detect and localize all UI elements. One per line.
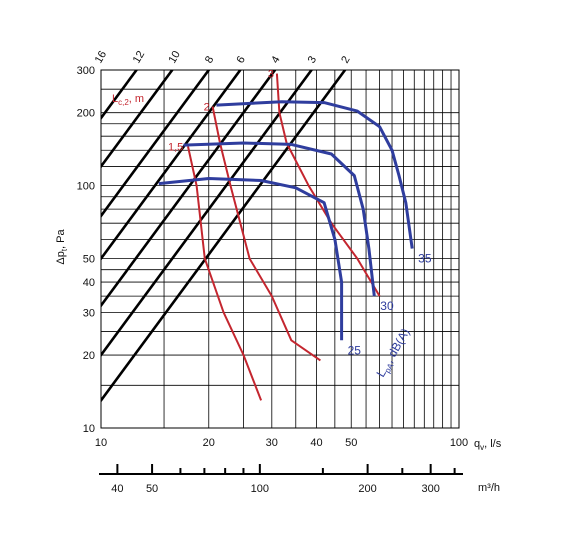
throw-label: Lc,2, m [112,93,144,107]
y-tick-label-50: 50 [83,254,95,266]
m3h-tick-label-40: 40 [111,483,123,495]
x-tick-label-50: 50 [345,437,357,449]
sound-curve-label-35: 35 [418,252,432,266]
sound-curve-label-30: 30 [380,299,394,313]
y-tick-label-10: 10 [83,423,95,435]
m3h-axis: 40 50 100 200 300 [99,464,463,495]
diagonal-line-2 [101,70,347,403]
sound-curves [158,100,414,341]
m3h-tick-label-200: 200 [358,483,376,495]
y-axis-label: Δpt, Pa [55,228,69,264]
y-tick-label-200: 200 [77,108,95,120]
y-tick-labels: 10 20 30 40 50 100 200 300 [77,65,95,435]
diagonal-label-10: 10 [166,49,183,66]
y-tick-label-40: 40 [83,277,95,289]
sound-curve-30 [183,141,376,297]
y-tick-label-20: 20 [83,350,95,362]
sound-curve-35 [216,100,414,249]
y-tick-label-30: 30 [83,307,95,319]
m3h-tick-label-300: 300 [421,483,439,495]
x-tick-label-40: 40 [310,437,322,449]
x-axis-label: qv, l/s [474,438,502,452]
curve-labels: 1,5 2 3 25 30 35 [168,69,432,358]
x-tick-labels: 10 20 30 40 50 100 [95,437,468,449]
diagonal-label-4: 4 [269,54,282,65]
diagonal-labels: 2 3 4 6 8 10 12 16 [93,49,353,66]
sound-curve-label-25: 25 [348,343,362,357]
throw-curve-label-3: 3 [268,69,274,81]
plot-frame [100,69,460,429]
x-tick-label-20: 20 [203,437,215,449]
x-tick-label-10: 10 [95,437,107,449]
diagonal-label-2: 2 [339,54,352,65]
diagonal-label-8: 8 [203,54,216,65]
throw-curve-label-2: 2 [204,102,210,114]
x-tick-label-100: 100 [450,437,468,449]
diagonal-label-6: 6 [234,54,247,65]
diagonal-label-3: 3 [306,54,319,65]
diagonal-label-12: 12 [131,49,148,66]
m3h-tick-label-50: 50 [146,483,158,495]
diagonal-label-16: 16 [93,49,110,66]
y-tick-label-100: 100 [77,181,95,193]
sound-curve-25 [158,177,344,341]
m3h-tick-label-100: 100 [251,483,269,495]
throw-curve-3 [275,73,381,297]
throw-curve-label-1-5: 1,5 [168,142,183,154]
m3h-axis-label: m³/h [478,482,500,494]
plot-background [101,70,459,428]
y-tick-label-300: 300 [77,65,95,77]
x-tick-label-30: 30 [266,437,278,449]
